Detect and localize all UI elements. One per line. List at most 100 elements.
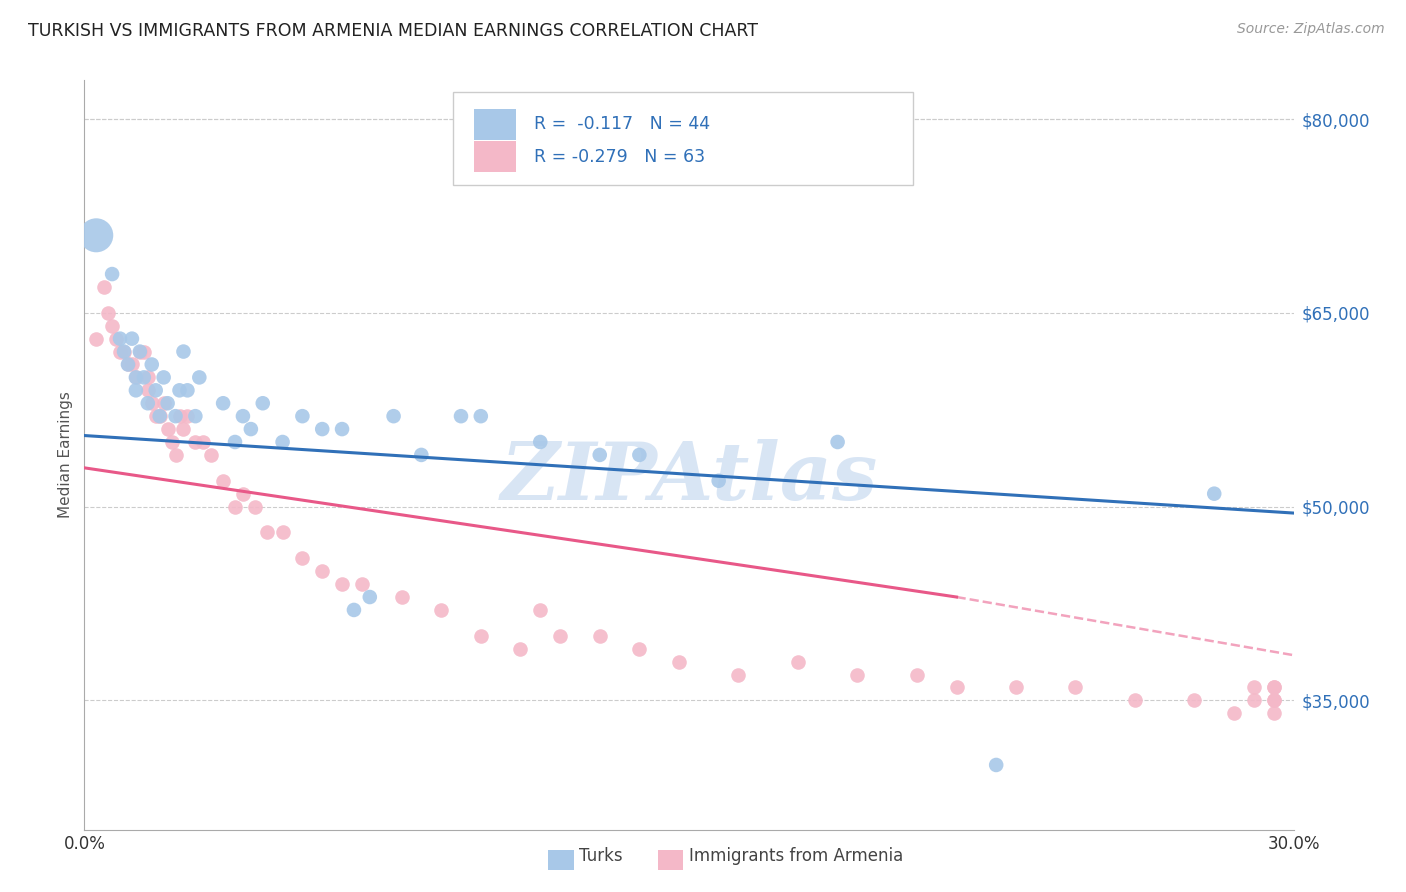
Point bbox=[239, 422, 262, 436]
Point bbox=[224, 435, 246, 450]
Text: Turks: Turks bbox=[579, 847, 623, 865]
Point bbox=[411, 448, 433, 462]
Point bbox=[141, 358, 163, 372]
Point bbox=[291, 551, 314, 566]
Point bbox=[141, 396, 163, 410]
Point bbox=[117, 358, 139, 372]
Point bbox=[184, 435, 207, 450]
Point bbox=[212, 474, 235, 488]
Point bbox=[152, 370, 174, 384]
Point bbox=[330, 422, 353, 436]
Point bbox=[200, 448, 222, 462]
Point bbox=[589, 448, 612, 462]
Point bbox=[112, 344, 135, 359]
Point bbox=[529, 603, 551, 617]
Point bbox=[256, 525, 278, 540]
Point bbox=[350, 577, 373, 591]
Point bbox=[668, 655, 690, 669]
Point bbox=[628, 448, 651, 462]
Point bbox=[97, 306, 120, 320]
Point bbox=[1263, 693, 1285, 707]
Point bbox=[165, 448, 187, 462]
Point bbox=[112, 344, 135, 359]
Point bbox=[149, 409, 172, 424]
Point bbox=[243, 500, 266, 514]
Y-axis label: Median Earnings: Median Earnings bbox=[58, 392, 73, 518]
Point bbox=[152, 396, 174, 410]
Point bbox=[1263, 681, 1285, 695]
Point bbox=[827, 435, 849, 450]
Point bbox=[343, 603, 366, 617]
Point bbox=[846, 667, 869, 681]
Point bbox=[509, 641, 531, 656]
Point bbox=[1184, 693, 1206, 707]
Point bbox=[84, 228, 107, 243]
Point bbox=[311, 422, 333, 436]
Point bbox=[1243, 693, 1265, 707]
Point bbox=[184, 409, 207, 424]
Point bbox=[252, 396, 274, 410]
Point bbox=[128, 344, 150, 359]
Point bbox=[101, 318, 124, 333]
Point bbox=[707, 474, 730, 488]
Point bbox=[311, 564, 333, 578]
FancyBboxPatch shape bbox=[453, 92, 912, 186]
Point bbox=[1064, 681, 1087, 695]
Point bbox=[359, 590, 381, 604]
Point bbox=[176, 409, 198, 424]
Point bbox=[1263, 706, 1285, 721]
Point bbox=[1005, 681, 1028, 695]
Point bbox=[136, 396, 159, 410]
Point bbox=[108, 344, 131, 359]
Point bbox=[450, 409, 472, 424]
Point bbox=[172, 422, 194, 436]
Text: Source: ZipAtlas.com: Source: ZipAtlas.com bbox=[1237, 22, 1385, 37]
Point bbox=[470, 629, 492, 643]
Point bbox=[108, 332, 131, 346]
Point bbox=[1204, 486, 1226, 500]
Point bbox=[589, 629, 612, 643]
Point bbox=[105, 332, 128, 346]
Point bbox=[529, 435, 551, 450]
Point bbox=[172, 344, 194, 359]
Point bbox=[945, 681, 967, 695]
Point bbox=[628, 641, 651, 656]
Point bbox=[1243, 681, 1265, 695]
Point bbox=[84, 332, 107, 346]
Point bbox=[101, 267, 124, 281]
Point bbox=[391, 590, 413, 604]
Text: Immigrants from Armenia: Immigrants from Armenia bbox=[689, 847, 903, 865]
Point bbox=[176, 384, 198, 398]
Point bbox=[548, 629, 571, 643]
Point bbox=[1223, 706, 1246, 721]
Point bbox=[271, 435, 294, 450]
Point bbox=[132, 370, 155, 384]
Point bbox=[271, 525, 294, 540]
Point bbox=[193, 435, 215, 450]
Point bbox=[145, 409, 167, 424]
Point bbox=[430, 603, 453, 617]
Text: TURKISH VS IMMIGRANTS FROM ARMENIA MEDIAN EARNINGS CORRELATION CHART: TURKISH VS IMMIGRANTS FROM ARMENIA MEDIA… bbox=[28, 22, 758, 40]
Point bbox=[212, 396, 235, 410]
Point bbox=[470, 409, 492, 424]
Point bbox=[121, 332, 143, 346]
Point bbox=[986, 758, 1008, 772]
Point bbox=[787, 655, 810, 669]
Point bbox=[136, 370, 159, 384]
Point bbox=[156, 422, 179, 436]
Point bbox=[165, 409, 187, 424]
Point bbox=[125, 370, 148, 384]
Point bbox=[727, 667, 749, 681]
Point bbox=[169, 409, 191, 424]
Point bbox=[156, 396, 179, 410]
Point bbox=[1123, 693, 1146, 707]
FancyBboxPatch shape bbox=[474, 109, 516, 140]
Point bbox=[145, 384, 167, 398]
Point bbox=[125, 370, 148, 384]
Point bbox=[188, 370, 211, 384]
Point bbox=[160, 435, 183, 450]
Point bbox=[905, 667, 928, 681]
Point bbox=[93, 280, 115, 294]
Point bbox=[149, 409, 172, 424]
Text: R =  -0.117   N = 44: R = -0.117 N = 44 bbox=[534, 115, 710, 134]
